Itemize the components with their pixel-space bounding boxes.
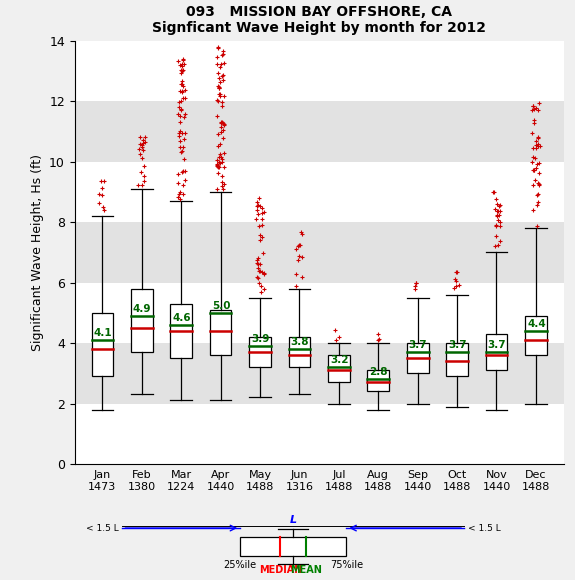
Bar <box>75 343 564 404</box>
Bar <box>240 537 346 556</box>
Text: 75%ile: 75%ile <box>330 560 363 570</box>
Text: < 1.5 L: < 1.5 L <box>468 524 501 532</box>
Bar <box>91 313 113 376</box>
Bar <box>407 343 428 374</box>
Text: 4.4: 4.4 <box>527 319 546 329</box>
Text: < 1.5 L: < 1.5 L <box>86 524 118 532</box>
Bar <box>75 222 564 282</box>
Bar <box>367 370 389 392</box>
Bar <box>210 310 231 355</box>
Bar <box>131 289 152 352</box>
Bar <box>328 355 350 382</box>
Text: 3.2: 3.2 <box>330 355 348 365</box>
Text: 3.9: 3.9 <box>251 334 270 344</box>
Bar <box>75 101 564 162</box>
Text: 3.8: 3.8 <box>290 337 309 347</box>
Text: 3.7: 3.7 <box>448 340 467 350</box>
Bar <box>525 316 547 355</box>
Bar <box>75 404 564 464</box>
Bar <box>75 41 564 101</box>
Text: 4.6: 4.6 <box>172 313 191 322</box>
Y-axis label: Significant Wave Height, Hs (ft): Significant Wave Height, Hs (ft) <box>30 154 44 351</box>
Text: 5.0: 5.0 <box>212 300 230 311</box>
Bar <box>170 304 192 358</box>
Bar <box>446 343 468 376</box>
Text: MEDIAN: MEDIAN <box>259 566 302 575</box>
Bar <box>249 337 271 367</box>
Bar <box>75 282 564 343</box>
Text: 25%ile: 25%ile <box>224 560 256 570</box>
Text: MEAN: MEAN <box>290 566 322 575</box>
Text: L: L <box>290 515 297 525</box>
Text: 3.7: 3.7 <box>488 340 506 350</box>
Bar <box>486 334 507 370</box>
Bar <box>289 337 310 367</box>
Text: 4.9: 4.9 <box>133 304 151 314</box>
Title: 093   MISSION BAY OFFSHORE, CA
Signficant Wave Height by month for 2012: 093 MISSION BAY OFFSHORE, CA Signficant … <box>152 5 486 35</box>
Text: 3.7: 3.7 <box>409 340 427 350</box>
Text: 4.1: 4.1 <box>94 328 112 338</box>
Bar <box>75 162 564 222</box>
Text: 2.8: 2.8 <box>369 367 388 377</box>
